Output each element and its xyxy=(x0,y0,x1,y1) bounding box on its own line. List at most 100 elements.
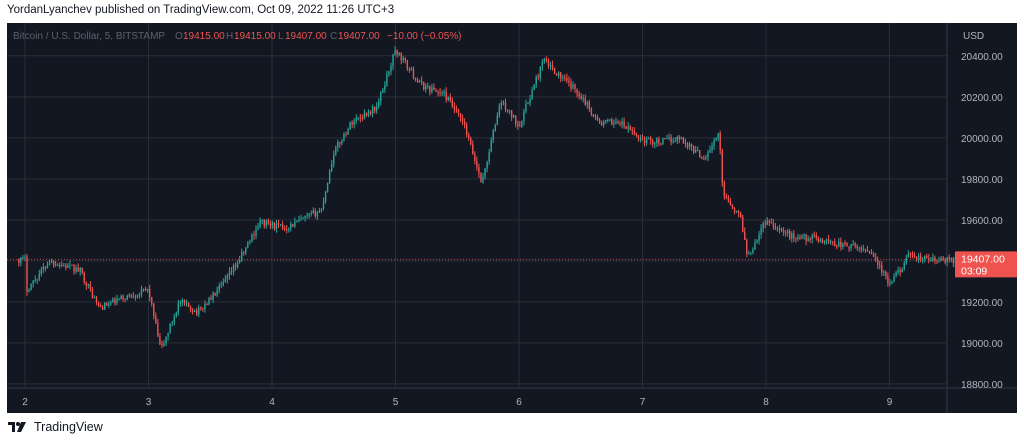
candle-body xyxy=(87,283,90,286)
candle-body xyxy=(819,239,822,242)
candle-body xyxy=(562,77,564,79)
candle-body xyxy=(134,297,137,299)
candle-body xyxy=(568,80,570,83)
candle-body xyxy=(883,271,885,273)
candle-body xyxy=(22,257,24,259)
candle-body xyxy=(130,295,132,297)
candle-body xyxy=(721,149,723,183)
candle-body xyxy=(874,256,877,260)
candle-body xyxy=(635,134,638,136)
candle-body xyxy=(255,228,257,236)
candle-body xyxy=(893,276,895,282)
candle-body xyxy=(872,254,875,257)
candle-body xyxy=(267,220,270,224)
candle-body xyxy=(533,84,535,91)
candle-body xyxy=(384,85,386,90)
candle-body xyxy=(492,130,494,141)
candle-body xyxy=(543,58,546,62)
candle-body xyxy=(277,223,280,225)
candle-body xyxy=(784,232,787,234)
candle-body xyxy=(110,302,112,304)
candle-body xyxy=(666,138,668,140)
low-value: 19407.00 xyxy=(285,31,327,42)
candle-body xyxy=(97,302,100,307)
time-tick-label: 2 xyxy=(22,397,28,408)
candle-body xyxy=(619,123,621,125)
candle-body xyxy=(236,262,239,268)
candle-body xyxy=(715,138,717,141)
candle-body xyxy=(165,336,167,344)
candle-body xyxy=(742,217,744,232)
candle-body xyxy=(349,122,351,130)
candle-body xyxy=(842,242,844,248)
candle-body xyxy=(803,234,805,236)
candle-body xyxy=(318,210,321,213)
candle-body xyxy=(868,251,871,253)
candle-body xyxy=(553,68,556,75)
candle-body xyxy=(817,237,820,242)
candle-body xyxy=(791,233,793,239)
candle-body xyxy=(67,265,69,268)
candle-body xyxy=(510,110,513,118)
candle-body xyxy=(707,152,709,158)
candle-body xyxy=(506,109,509,112)
candle-body xyxy=(950,257,952,260)
candle-body xyxy=(625,126,627,129)
candle-body xyxy=(241,252,243,261)
candle-body xyxy=(461,117,464,122)
candle-body xyxy=(42,266,45,270)
candle-body xyxy=(613,122,615,125)
candle-body xyxy=(713,140,715,146)
candle-body xyxy=(517,124,519,126)
candle-body xyxy=(453,106,456,110)
candle-body xyxy=(895,272,897,277)
candle-body xyxy=(24,256,26,258)
candle-body xyxy=(482,176,484,183)
candle-body xyxy=(290,224,292,229)
candle-body xyxy=(59,265,61,267)
candle-body xyxy=(20,257,22,263)
candle-body xyxy=(641,138,644,140)
candle-body xyxy=(643,139,646,143)
candle-body xyxy=(206,304,208,306)
candle-body xyxy=(50,260,53,263)
chart-pane[interactable]: 18800.0019000.0019200.0019400.0019600.00… xyxy=(7,23,1017,413)
candle-body xyxy=(866,250,869,252)
candle-body xyxy=(257,226,259,229)
candle-body xyxy=(136,295,139,298)
candle-body xyxy=(719,133,721,150)
candle-body xyxy=(341,140,343,144)
candle-body xyxy=(275,223,278,229)
candle-body xyxy=(38,274,40,280)
candle-body xyxy=(815,235,818,238)
candle-body xyxy=(519,125,521,127)
candle-body xyxy=(326,182,329,192)
candle-body xyxy=(308,213,310,216)
candle-body xyxy=(28,290,30,292)
candle-body xyxy=(870,252,873,255)
candle-body xyxy=(594,116,597,118)
price-tick-label: 19800.00 xyxy=(961,175,1003,186)
candle-body xyxy=(91,289,94,298)
candle-body xyxy=(682,137,685,143)
candle-body xyxy=(697,150,699,152)
candle-body xyxy=(441,92,443,94)
candle-body xyxy=(889,283,891,285)
candle-body xyxy=(860,247,863,250)
candle-body xyxy=(748,253,750,255)
candle-body xyxy=(478,166,480,174)
candle-body xyxy=(502,102,505,104)
candle-body xyxy=(572,84,574,89)
candle-body xyxy=(821,239,824,243)
price-chart[interactable]: 18800.0019000.0019200.0019400.0019600.00… xyxy=(7,23,1017,413)
candle-body xyxy=(212,292,214,300)
candle-body xyxy=(690,144,693,147)
candle-body xyxy=(932,257,934,260)
candle-body xyxy=(410,68,413,70)
candle-body xyxy=(404,58,407,61)
candle-body xyxy=(437,91,439,93)
candle-body xyxy=(122,296,124,299)
candle-body xyxy=(686,143,689,148)
candle-body xyxy=(93,297,96,299)
candle-body xyxy=(355,118,357,121)
